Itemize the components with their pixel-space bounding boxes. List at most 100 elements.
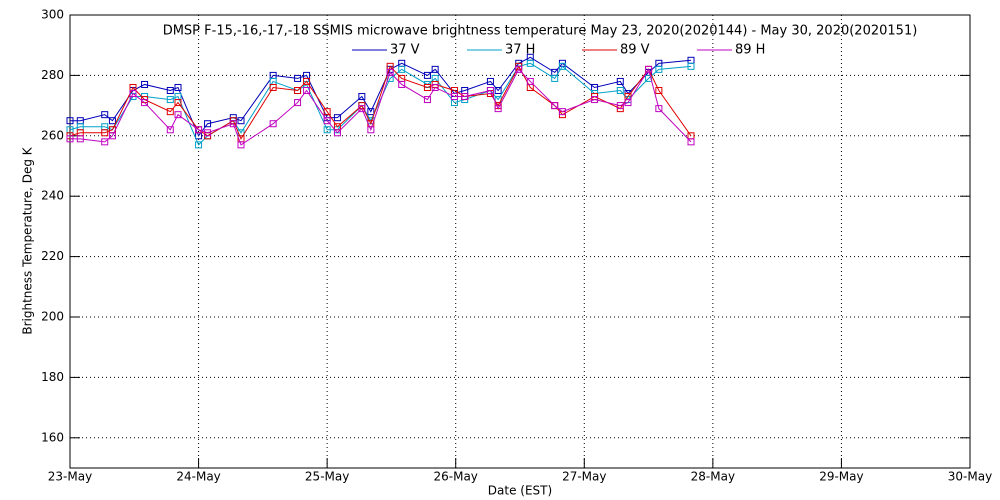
y-tick-label: 200 [41,310,64,324]
data-point [655,87,663,94]
data-point [461,93,469,101]
data-point [494,105,502,113]
data-point [66,135,74,143]
data-point [431,83,439,91]
data-point [237,117,245,125]
data-point [269,120,277,128]
data-point [358,105,366,113]
data-point [486,87,494,94]
data-point [303,77,311,85]
data-point [333,129,341,137]
y-tick-label: 260 [41,128,64,142]
data-point [431,65,439,73]
y-tick-label: 300 [41,8,64,22]
y-tick-label: 280 [41,68,64,82]
data-point [66,117,74,125]
data-point [323,108,331,116]
data-point [294,99,302,107]
data-point [237,141,245,149]
data-point [591,96,599,104]
legend-label: 37 V [390,43,420,58]
data-point [558,108,566,116]
data-point [129,90,137,98]
x-tick-label: 25-May [305,470,349,484]
data-point [141,99,149,107]
data-point [398,80,406,88]
data-point [204,129,212,137]
data-point [101,111,109,119]
data-point [367,108,375,116]
data-point [358,93,366,101]
data-point [655,65,663,73]
data-point [141,80,149,88]
data-point [294,87,302,94]
data-point [526,77,534,85]
x-axis-label: Date (EST) [488,484,552,498]
y-tick-label: 180 [41,370,64,384]
data-point [616,77,624,85]
data-point [398,65,406,73]
data-point [423,96,431,104]
data-point [551,74,559,82]
chart-title: DMSP F-15,-16,-17,-18 SSMIS microwave br… [163,24,918,39]
data-point [423,71,431,79]
legend-label: 37 H [505,43,535,58]
legend-label: 89 H [735,43,765,58]
y-tick-label: 160 [41,430,64,444]
data-point [294,74,302,82]
x-tick-label: 28-May [691,470,735,484]
data-point [108,117,116,125]
data-point [174,99,182,107]
y-tick-label: 240 [41,189,64,203]
data-point [687,62,695,70]
data-point [166,87,174,94]
data-point [367,126,375,134]
data-point [195,126,203,134]
data-point [624,99,632,107]
data-point [526,59,534,67]
x-tick-label: 23-May [48,470,92,484]
data-point [204,120,212,128]
data-point [645,74,653,82]
data-point [655,105,663,113]
data-point [269,83,277,91]
data-point [645,65,653,73]
data-point [450,93,458,101]
x-tick-label: 29-May [819,470,863,484]
data-point [494,87,502,94]
x-tick-label: 27-May [562,470,606,484]
data-point [616,102,624,110]
data-point [76,135,84,143]
data-point [229,120,237,128]
data-point [687,138,695,146]
data-point [551,102,559,110]
data-point [166,126,174,134]
data-point [486,77,494,85]
x-tick-label: 26-May [434,470,478,484]
data-point [515,65,523,73]
data-point [616,87,624,94]
plot-frame [69,14,971,469]
data-point [174,111,182,119]
data-point [101,138,109,146]
data-point [323,126,331,134]
data-point [386,68,394,76]
data-point [174,83,182,91]
data-point [558,62,566,70]
data-point [333,114,341,122]
data-point [101,129,109,137]
data-point [166,108,174,116]
x-tick-label: 24-May [176,470,220,484]
data-point [303,87,311,94]
y-tick-label: 220 [41,249,64,263]
data-point [108,132,116,140]
y-axis-label: Brightness Temperature, Deg K [21,146,35,334]
data-point [195,141,203,149]
legend-label: 89 V [620,43,650,58]
series-line [70,68,692,146]
data-point [323,117,331,125]
data-point [423,83,431,91]
data-point [166,96,174,104]
